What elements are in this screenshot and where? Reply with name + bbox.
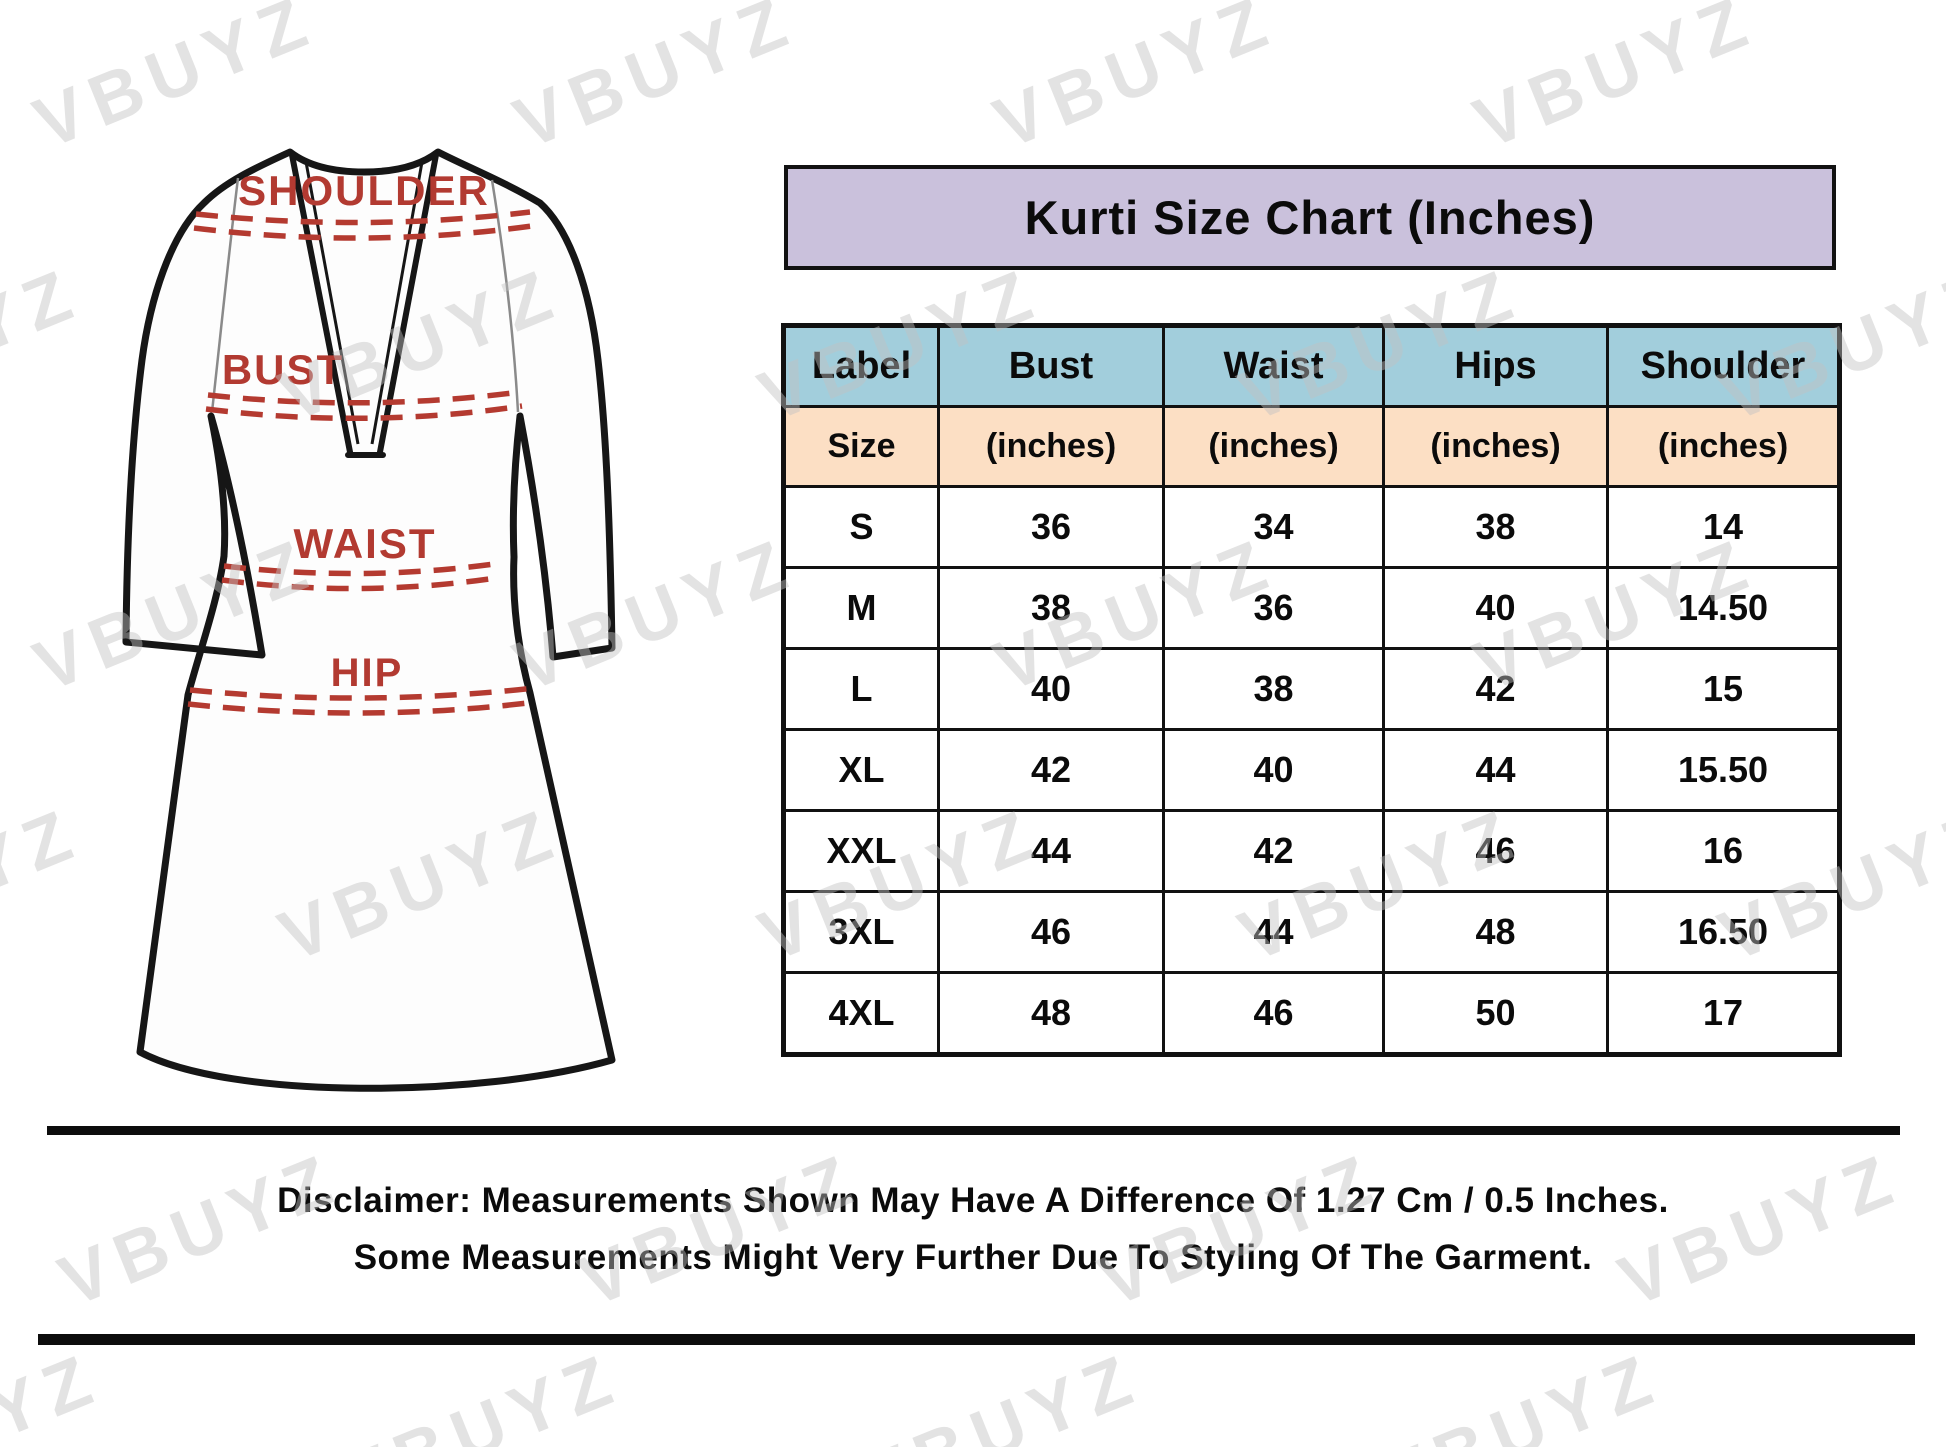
hip-measure-line xyxy=(187,699,537,716)
cell-s-waist: 34 xyxy=(1162,485,1385,569)
cell-m-bust: 38 xyxy=(937,566,1165,650)
cell-m-hips: 40 xyxy=(1382,566,1609,650)
table-row-l: L 40 38 42 15 xyxy=(782,647,1841,731)
col-header-label: Label xyxy=(782,324,940,408)
cell-s-shoulder: 14 xyxy=(1606,485,1841,569)
hip-measure-line xyxy=(189,685,535,701)
cell-xxl-hips: 46 xyxy=(1382,809,1609,893)
col-header-bust: Bust xyxy=(937,324,1165,408)
cell-4xl-bust: 48 xyxy=(937,971,1165,1056)
cell-xl-label: XL xyxy=(782,728,940,812)
size-table: Label Bust Waist Hips Shoulder Size (inc… xyxy=(781,323,1842,1057)
table-row-xxl: XXL 44 42 46 16 xyxy=(782,809,1841,893)
cell-xxl-shoulder: 16 xyxy=(1606,809,1841,893)
units-hips: (inches) xyxy=(1382,405,1609,488)
separator-line-top xyxy=(47,1126,1900,1135)
size-table-body: S 36 34 38 14 M 38 36 40 14.50 L 40 38 42 15 XL 42 40 44 15… xyxy=(782,485,1841,1056)
cell-3xl-label: 3XL xyxy=(782,890,940,974)
units-size: Size xyxy=(782,405,940,488)
cell-xl-shoulder: 15.50 xyxy=(1606,728,1841,812)
cell-4xl-waist: 46 xyxy=(1162,971,1385,1056)
cell-m-shoulder: 14.50 xyxy=(1606,566,1841,650)
seam-lines xyxy=(210,177,520,413)
col-header-shoulder: Shoulder xyxy=(1606,324,1841,408)
table-row-xl: XL 42 40 44 15.50 xyxy=(782,728,1841,812)
cell-m-label: M xyxy=(782,566,940,650)
col-header-hips: Hips xyxy=(1382,324,1609,408)
cell-s-bust: 36 xyxy=(937,485,1165,569)
separator-line-bottom xyxy=(38,1334,1915,1345)
shoulder-label: SHOULDER xyxy=(238,167,490,214)
cell-3xl-bust: 46 xyxy=(937,890,1165,974)
hip-label: HIP xyxy=(331,651,404,695)
cell-4xl-shoulder: 17 xyxy=(1606,971,1841,1056)
col-header-waist: Waist xyxy=(1162,324,1385,408)
cell-3xl-shoulder: 16.50 xyxy=(1606,890,1841,974)
chart-title-bar: Kurti Size Chart (Inches) xyxy=(784,165,1836,270)
cell-xl-waist: 40 xyxy=(1162,728,1385,812)
cell-xl-bust: 42 xyxy=(937,728,1165,812)
units-shoulder: (inches) xyxy=(1606,405,1841,488)
units-waist: (inches) xyxy=(1162,405,1385,488)
bust-measure-line xyxy=(207,389,521,406)
header-row: Label Bust Waist Hips Shoulder xyxy=(782,324,1841,408)
cell-s-hips: 38 xyxy=(1382,485,1609,569)
table-row-s: S 36 34 38 14 xyxy=(782,485,1841,569)
cell-xl-hips: 44 xyxy=(1382,728,1609,812)
disclaimer-line-2: Some Measurements Might Very Further Due… xyxy=(353,1238,1593,1277)
neck-placket-inner xyxy=(304,161,424,445)
cell-xxl-waist: 42 xyxy=(1162,809,1385,893)
cell-m-waist: 36 xyxy=(1162,566,1385,650)
cell-l-bust: 40 xyxy=(937,647,1165,731)
disclaimer-line-1: Disclaimer: Measurements Shown May Have … xyxy=(277,1181,1669,1220)
shoulder-measure-line xyxy=(193,223,533,241)
cell-l-label: L xyxy=(782,647,940,731)
cell-xxl-label: XXL xyxy=(782,809,940,893)
waist-measure-line xyxy=(221,575,497,592)
cell-xxl-bust: 44 xyxy=(937,809,1165,893)
bust-label: BUST xyxy=(222,346,344,393)
table-row-4xl: 4XL 48 46 50 17 xyxy=(782,971,1841,1056)
cell-3xl-hips: 48 xyxy=(1382,890,1609,974)
table-row-3xl: 3XL 46 44 48 16.50 xyxy=(782,890,1841,974)
disclaimer: Disclaimer: Measurements Shown May Have … xyxy=(0,1172,1946,1286)
cell-4xl-hips: 50 xyxy=(1382,971,1609,1056)
cell-4xl-label: 4XL xyxy=(782,971,940,1056)
cell-l-shoulder: 15 xyxy=(1606,647,1841,731)
chart-title: Kurti Size Chart (Inches) xyxy=(1024,191,1596,244)
waist-label: WAIST xyxy=(294,520,437,567)
units-bust: (inches) xyxy=(937,405,1165,488)
units-row: Size (inches) (inches) (inches) (inches) xyxy=(782,405,1841,488)
shoulder-measure-line xyxy=(195,209,531,226)
cell-l-waist: 38 xyxy=(1162,647,1385,731)
cell-3xl-waist: 44 xyxy=(1162,890,1385,974)
cell-s-label: S xyxy=(782,485,940,569)
table-row-m: M 38 36 40 14.50 xyxy=(782,566,1841,650)
kurti-outline xyxy=(122,148,616,1092)
bust-measure-line xyxy=(205,403,523,422)
cell-l-hips: 42 xyxy=(1382,647,1609,731)
